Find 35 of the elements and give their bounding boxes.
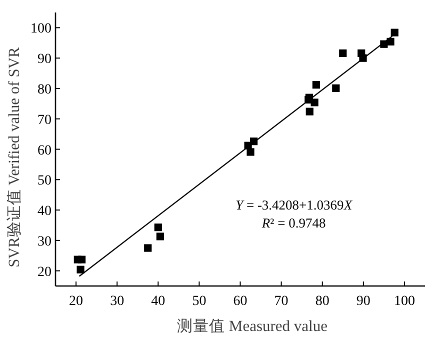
point [246,148,254,156]
y-tick-label: 30 [38,234,52,250]
x-tick-label: 30 [110,294,124,309]
x-tick-label: 20 [69,294,84,309]
y-tick-label: 70 [38,112,52,128]
point [386,38,394,46]
annotation: Y = -3.4208+1.0369X [236,197,353,212]
y-axis-title: SVR验证值 Verified value of SVR [6,46,23,268]
point [154,224,162,232]
x-tick-label: 60 [233,294,248,309]
y-tick-label: 80 [38,82,52,98]
x-axis-title: 测量值 Measured value [177,318,328,335]
x-tick-label: 50 [192,294,206,309]
y-tick-label: 50 [38,174,52,189]
point [156,232,164,240]
x-tick-label: 40 [151,294,166,309]
x-tick-label: 90 [356,294,370,309]
x-tick-label: 80 [315,294,330,309]
point [312,81,320,89]
point [76,266,84,274]
point [306,108,314,116]
y-tick-label: 20 [38,264,52,280]
point [332,84,340,92]
point [390,28,398,36]
x-tick-label: 70 [274,294,288,309]
point [78,256,86,264]
point [144,244,152,252]
y-tick-label: 60 [38,143,52,158]
point [310,98,318,106]
annotation: R² = 0.9748 [260,215,326,230]
y-tick-label: 100 [30,22,52,37]
y-tick-label: 90 [38,52,52,68]
y-tick-label: 40 [38,204,52,220]
point [339,49,347,58]
x-tick-label: 100 [394,294,415,309]
